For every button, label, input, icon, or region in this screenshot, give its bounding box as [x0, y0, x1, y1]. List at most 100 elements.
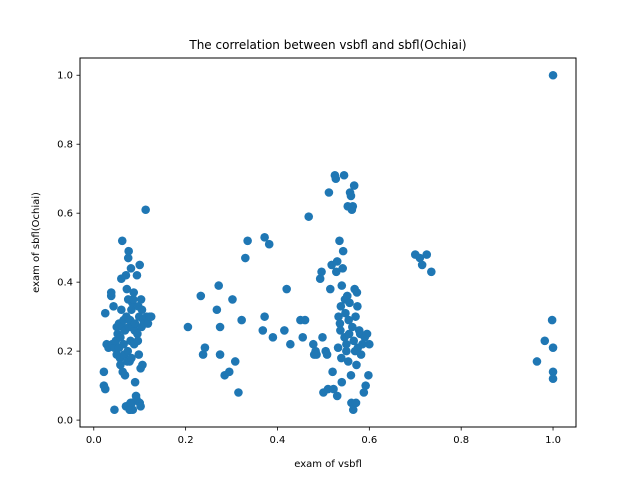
data-point — [332, 391, 342, 401]
y-tick-label: 0.2 — [57, 347, 73, 358]
data-point — [548, 367, 558, 377]
data-point — [304, 212, 314, 221]
data-point — [128, 295, 138, 304]
y-axis-label: exam of sbfl(Ochiai) — [31, 192, 42, 293]
data-point — [331, 174, 341, 183]
data-point — [126, 405, 135, 415]
data-point — [548, 70, 558, 80]
data-point — [365, 339, 374, 349]
data-point — [532, 357, 542, 366]
y-tick-label: 1.0 — [57, 71, 73, 82]
data-point — [143, 319, 153, 328]
data-point — [359, 388, 369, 397]
x-tick-label: 0.4 — [270, 435, 286, 446]
data-point — [122, 284, 132, 294]
data-point — [329, 384, 338, 394]
data-point — [351, 312, 360, 321]
data-point — [298, 333, 308, 342]
data-point — [198, 350, 208, 359]
data-point — [331, 267, 341, 277]
y-tick-label: 0.0 — [57, 416, 73, 427]
data-point — [322, 350, 332, 359]
data-point — [336, 302, 346, 311]
data-point — [338, 264, 348, 273]
data-point — [138, 360, 147, 370]
data-point — [349, 181, 359, 190]
data-point — [120, 370, 130, 380]
data-point — [126, 264, 136, 273]
data-point — [352, 360, 361, 370]
data-point — [183, 322, 193, 332]
data-point — [123, 253, 133, 263]
data-point — [116, 360, 125, 370]
data-point — [132, 270, 142, 280]
x-tick-label: 0.0 — [86, 435, 102, 446]
data-point — [100, 384, 110, 394]
data-point — [346, 370, 356, 380]
data-point — [312, 350, 321, 359]
data-point — [345, 298, 354, 308]
data-point — [258, 326, 268, 335]
data-point — [215, 350, 225, 359]
data-point — [106, 288, 116, 297]
data-point — [342, 291, 352, 301]
data-point — [110, 405, 119, 415]
y-tick-label: 0.8 — [57, 140, 73, 151]
data-point — [335, 319, 345, 328]
data-point — [212, 305, 222, 315]
data-point — [127, 353, 136, 363]
data-point — [548, 343, 558, 352]
data-point — [333, 343, 343, 352]
data-point — [353, 302, 362, 311]
data-point — [133, 329, 142, 339]
data-point — [124, 246, 133, 256]
data-point — [348, 405, 358, 415]
data-point — [352, 288, 362, 297]
data-point — [348, 201, 358, 211]
data-point — [338, 246, 348, 256]
data-point — [126, 398, 135, 408]
data-point — [134, 350, 144, 359]
data-point — [337, 377, 347, 387]
data-point — [119, 339, 128, 349]
x-tick-label: 0.8 — [453, 435, 469, 446]
data-point — [243, 236, 252, 246]
data-point — [135, 260, 144, 270]
data-point — [309, 339, 318, 349]
data-point — [224, 367, 234, 377]
x-tick-label: 0.6 — [361, 435, 377, 446]
data-point — [341, 308, 350, 318]
data-point — [241, 253, 250, 263]
data-point — [324, 188, 334, 197]
data-point — [127, 305, 136, 315]
data-point — [214, 281, 223, 290]
data-point — [339, 170, 349, 180]
data-point — [286, 339, 295, 349]
data-point — [230, 357, 240, 366]
data-point — [123, 346, 133, 356]
data-point — [130, 319, 140, 328]
data-point — [133, 336, 143, 346]
data-point — [427, 267, 436, 277]
data-point — [361, 381, 370, 390]
data-point — [146, 312, 156, 321]
data-point — [117, 236, 127, 246]
x-tick-label: 1.0 — [545, 435, 561, 446]
data-point — [234, 388, 243, 397]
data-point — [237, 315, 246, 325]
data-point — [346, 191, 356, 201]
data-point — [130, 377, 140, 387]
data-point — [344, 329, 354, 339]
data-point — [315, 274, 325, 284]
x-axis-label: exam of vsbfl — [294, 459, 362, 470]
chart-title: The correlation between vsbfl and sbfl(O… — [188, 38, 466, 52]
data-point — [356, 350, 366, 359]
plot-frame — [79, 57, 577, 428]
data-point — [228, 295, 237, 304]
data-point — [129, 288, 139, 297]
data-point — [117, 305, 126, 315]
data-point — [422, 250, 432, 259]
data-point — [351, 398, 361, 408]
data-point — [264, 239, 274, 249]
data-point — [344, 315, 353, 325]
